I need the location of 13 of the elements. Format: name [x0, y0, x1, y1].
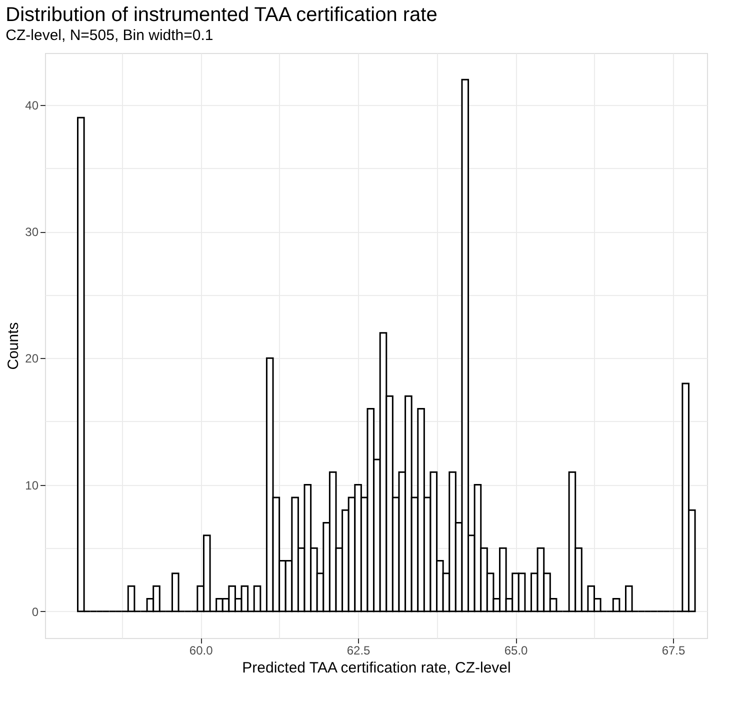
- chart-title: Distribution of instrumented TAA certification rate: [6, 4, 438, 26]
- x-axis-title: Predicted TAA certification rate, CZ-level: [242, 660, 511, 676]
- y-tick-label: 40: [25, 98, 39, 112]
- x-tick-label: 60.0: [189, 644, 214, 658]
- chart-subtitle: CZ-level, N=505, Bin width=0.1: [6, 27, 214, 44]
- y-tick-label: 10: [25, 478, 39, 492]
- y-axis-title: Counts: [5, 322, 22, 370]
- y-tick-label: 30: [25, 225, 39, 240]
- x-tick-label: 62.5: [346, 644, 371, 658]
- y-tick-label: 20: [25, 352, 39, 366]
- y-tick-label: 0: [32, 604, 39, 619]
- x-tick-label: 67.5: [662, 644, 686, 658]
- x-tick-label: 65.0: [504, 644, 528, 658]
